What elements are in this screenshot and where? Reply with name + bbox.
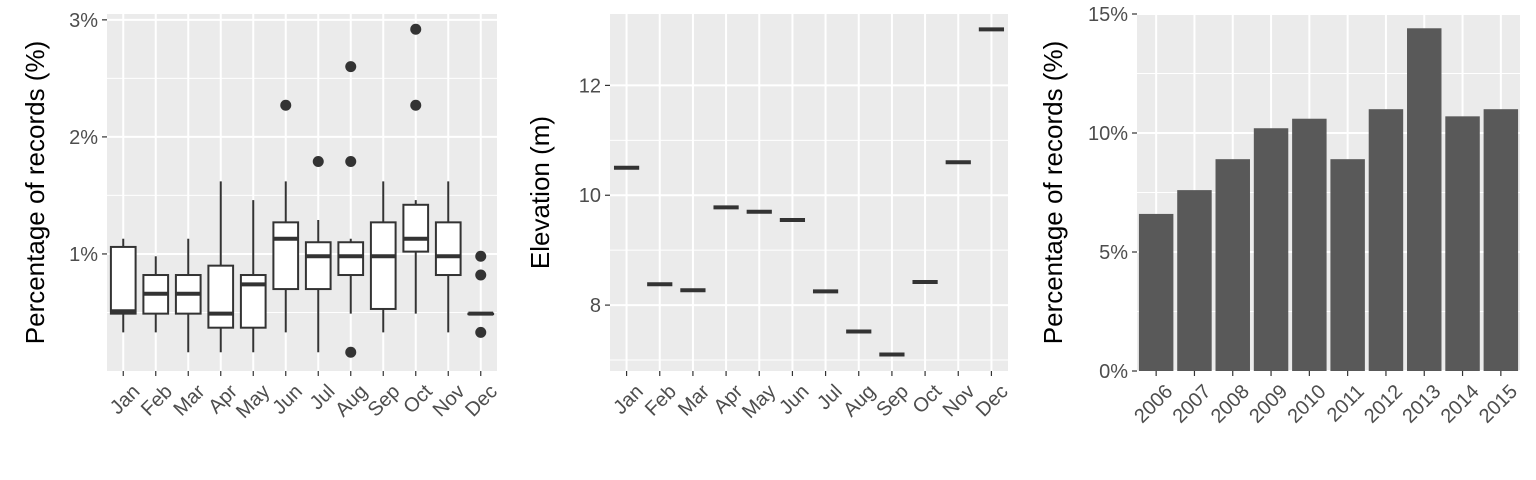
x-tick-label: Oct: [399, 380, 437, 418]
x-tick-label: 2006: [1130, 381, 1177, 428]
x-tick-label: 2011: [1323, 381, 1369, 427]
outlier-point: [410, 99, 422, 111]
y-tick-label: 10: [579, 185, 601, 207]
x-tick-label: 2014: [1437, 381, 1484, 428]
outlier-point: [345, 346, 357, 358]
y-tick-label: 2%: [69, 127, 98, 149]
outlier-point: [345, 155, 357, 167]
box: [337, 241, 365, 277]
x-tick-label: Jun: [269, 381, 307, 419]
x-tick-label: 2007: [1169, 381, 1216, 428]
y-tick-label: 0%: [1099, 361, 1128, 383]
outlier-point: [475, 250, 487, 262]
x-tick-label: Mar: [169, 380, 209, 420]
x-tick-label: Jun: [775, 381, 813, 419]
x-tick-label: 2013: [1398, 381, 1445, 428]
box: [402, 203, 430, 253]
outlier-point: [410, 23, 422, 35]
y-tick-label: 12: [579, 75, 601, 97]
x-tick-label: Aug: [331, 381, 372, 422]
x-tick-label: Sep: [872, 381, 913, 422]
outlier-point: [345, 61, 357, 73]
y-tick-label: 3%: [69, 10, 98, 32]
bar: [1138, 213, 1174, 371]
x-tick-label: Jan: [106, 381, 144, 419]
x-tick-label: Aug: [839, 381, 880, 422]
x-tick-label: May: [738, 381, 780, 423]
outlier-point: [312, 155, 324, 167]
x-tick-label: 2015: [1475, 381, 1522, 428]
panel-background: [610, 14, 1008, 371]
box: [369, 221, 397, 310]
bar: [1407, 28, 1442, 372]
bar: [1368, 109, 1404, 371]
bar: [1177, 190, 1212, 371]
outlier-point: [475, 269, 487, 281]
panel-background: [107, 14, 497, 371]
x-tick-label: Apr: [710, 380, 748, 418]
x-tick-label: Feb: [641, 381, 681, 421]
x-tick-label: Nov: [939, 381, 980, 422]
x-tick-label: May: [232, 381, 274, 423]
outlier-point: [475, 326, 487, 338]
box: [207, 264, 235, 329]
x-tick-label: Nov: [429, 381, 470, 422]
x-tick-label: Sep: [364, 381, 405, 422]
x-tick-label: Dec: [461, 381, 502, 422]
x-tick-label: Mar: [674, 380, 714, 420]
x-tick-label: 2008: [1207, 381, 1254, 428]
box: [109, 245, 137, 315]
bar: [1253, 128, 1289, 371]
y-tick-label: 5%: [1099, 242, 1128, 264]
box: [434, 221, 462, 277]
bar: [1445, 116, 1480, 371]
x-tick-label: 2012: [1360, 381, 1407, 428]
x-tick-label: Jan: [609, 381, 647, 419]
outlier-point: [280, 99, 292, 111]
y-axis-title: Percentage of records (%): [1038, 41, 1068, 344]
x-tick-label: 2009: [1245, 381, 1292, 428]
bar: [1292, 118, 1327, 371]
bar: [1330, 159, 1365, 371]
x-tick-label: Dec: [972, 381, 1013, 422]
y-tick-label: 15%: [1088, 4, 1128, 26]
y-tick-label: 10%: [1088, 123, 1128, 145]
yearly-records-bar-chart: 0%5%10%15%200620072008200920102011201220…: [1038, 4, 1522, 428]
y-tick-label: 8: [590, 295, 601, 317]
bar: [1215, 159, 1250, 371]
x-tick-label: Oct: [909, 380, 947, 418]
y-tick-label: 1%: [69, 244, 98, 266]
y-axis-title: Percentage of records (%): [20, 41, 50, 344]
x-tick-label: Feb: [137, 381, 177, 421]
box: [304, 241, 332, 291]
bar: [1483, 109, 1519, 371]
x-tick-label: 2010: [1283, 381, 1330, 428]
monthly-records-boxplot: 1%2%3%JanFebMarAprMayJunJulAugSepOctNovD…: [20, 10, 502, 423]
y-axis-title: Elevation (m): [525, 116, 555, 269]
box: [272, 221, 300, 291]
